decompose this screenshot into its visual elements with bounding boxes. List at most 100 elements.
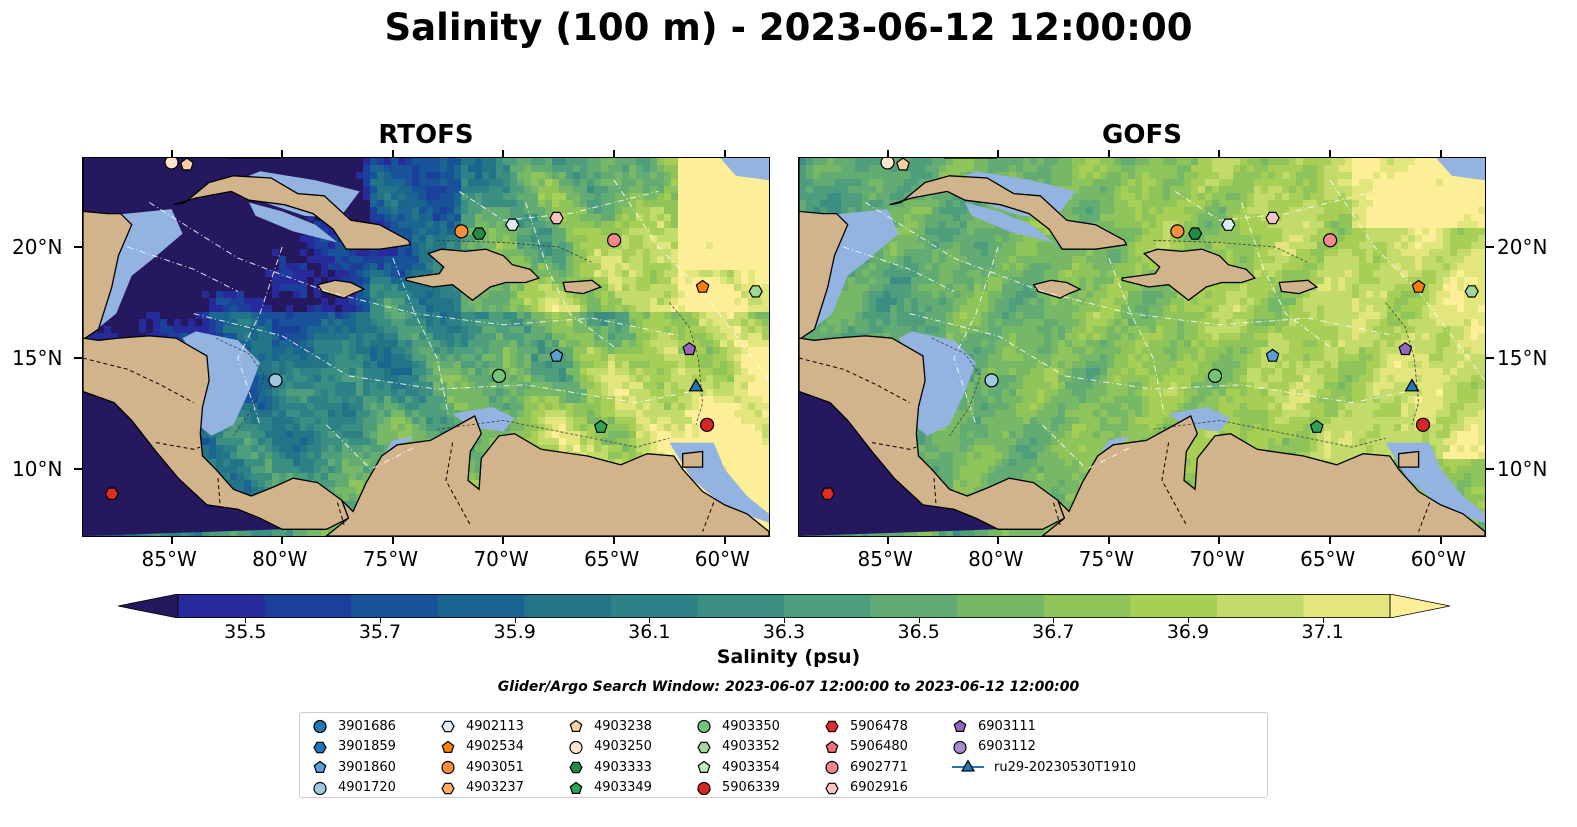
float-marker-6903111 xyxy=(1398,341,1413,356)
pentagon-marker-icon xyxy=(825,740,839,753)
land-cuba xyxy=(889,175,1128,250)
float-marker-4901720 xyxy=(268,373,283,388)
land-cuba xyxy=(173,175,412,250)
legend-item-label: 5906478 xyxy=(850,718,908,734)
legend-item: 4903238 xyxy=(568,716,652,736)
float-marker-4903350 xyxy=(1207,368,1223,384)
legend-item-label: 5906480 xyxy=(850,739,908,754)
colorbar-label: Salinity (psu) xyxy=(716,646,861,668)
colorbar-tick-mark xyxy=(245,618,247,623)
search-window-text: Glider/Argo Search Window: 2023-06-07 12… xyxy=(497,679,1080,695)
country-borders xyxy=(799,357,1431,532)
float-marker-4903352 xyxy=(1464,285,1479,298)
legend-item: 4903350 xyxy=(696,716,780,736)
lat-tick-mark xyxy=(1486,468,1494,471)
legend-item-label: 5906339 xyxy=(722,780,780,795)
legend-item: 4903349 xyxy=(568,778,652,798)
pacific-ocean xyxy=(799,391,999,536)
float-marker-5906339 xyxy=(1415,417,1431,432)
legend-item: 6902916 xyxy=(824,778,908,798)
lon-tick-label: 65°W xyxy=(584,547,640,571)
float-marker-5906478 xyxy=(104,487,119,500)
float-marker-ru29-20230530T1910 xyxy=(1404,378,1420,392)
float-marker-5906339 xyxy=(699,417,715,432)
float-marker-4903333 xyxy=(1187,227,1203,240)
legend-item-label: 6902916 xyxy=(850,780,908,795)
colorbar-segment xyxy=(1043,594,1131,618)
float-marker-4903349 xyxy=(593,419,608,433)
float-marker-6903111 xyxy=(682,341,697,356)
land-hispaniola xyxy=(1121,248,1257,302)
lat-tick-label-right: 10°N xyxy=(1497,457,1548,482)
circle-marker-icon xyxy=(313,719,327,734)
bathymetry-contours xyxy=(931,239,1420,448)
colorbar-segment xyxy=(178,594,266,618)
lat-tick-mark xyxy=(74,468,82,471)
legend-item-label: 4903051 xyxy=(466,759,524,775)
lon-tick-mark xyxy=(502,537,505,544)
lon-tick-mark xyxy=(1107,537,1110,544)
lat-tick-label-left: 15°N xyxy=(12,346,63,371)
colorbar-tick-mark xyxy=(1322,618,1324,623)
legend-item-label: 4903238 xyxy=(594,718,652,734)
colorbar-tick-mark xyxy=(649,618,651,623)
colorbar-tick-mark xyxy=(380,618,381,623)
float-marker-ru29-20230530T1910 xyxy=(688,378,704,392)
lon-tick-mark xyxy=(997,537,1000,544)
lon-tick-mark xyxy=(613,150,616,157)
lon-tick-mark xyxy=(1329,150,1332,157)
lon-tick-mark xyxy=(281,537,284,544)
legend-item-label: 3901686 xyxy=(338,718,396,734)
lon-tick-mark xyxy=(170,537,173,544)
lon-tick-mark xyxy=(391,537,394,544)
float-marker-4903051 xyxy=(1170,224,1185,239)
legend-item: 5906480 xyxy=(824,737,908,757)
legend-item-label: 4903333 xyxy=(594,759,652,775)
lon-tick-mark xyxy=(613,537,616,544)
legend-item-label: 4902113 xyxy=(466,718,524,734)
lat-tick-mark xyxy=(1486,357,1494,360)
legend-item-label: 4902534 xyxy=(466,739,524,754)
circle-marker-icon xyxy=(697,781,711,795)
legend-item-label: ru29-20230530T1910 xyxy=(994,759,1137,775)
float-marker-4903051 xyxy=(454,224,469,239)
colorbar-tick-mark xyxy=(1188,618,1189,623)
legend-item-label: 4903250 xyxy=(594,739,652,754)
lat-tick-mark xyxy=(74,245,82,248)
float-marker-4903250 xyxy=(880,158,895,170)
lon-tick-label: 65°W xyxy=(1300,547,1356,571)
map-panel-gofs xyxy=(798,157,1486,537)
colorbar-tick-label: 36.3 xyxy=(762,621,806,643)
legend-item-label: 6902771 xyxy=(850,759,908,775)
legend-item-label: 6903111 xyxy=(978,718,1036,734)
colorbar-tick-mark xyxy=(514,618,516,623)
land-centralAm xyxy=(799,335,1066,530)
land-southAm xyxy=(1041,414,1485,536)
colorbar-segment xyxy=(437,594,525,618)
legend-item: 4903354 xyxy=(696,757,780,777)
legend-item: 3901686 xyxy=(312,716,396,736)
legend-item: 4903250 xyxy=(568,737,652,757)
colorbar-segment xyxy=(351,594,439,618)
colorbar-tick-label: 36.5 xyxy=(897,621,940,643)
float-marker-4903352 xyxy=(748,285,763,298)
lon-tick-mark xyxy=(1439,537,1442,544)
eez-boundaries xyxy=(127,179,769,470)
land-puertoRico xyxy=(562,279,603,295)
colorbar-tick-label: 37.1 xyxy=(1301,621,1344,643)
pentagon-marker-icon xyxy=(953,719,967,732)
pentagon-marker-icon xyxy=(441,740,455,753)
lon-tick-label: 70°W xyxy=(473,547,529,571)
legend-item: 4903237 xyxy=(440,778,524,798)
land-jamaica xyxy=(1032,279,1082,299)
circle-marker-icon xyxy=(953,740,967,754)
land-puertoRico xyxy=(1278,279,1319,295)
colorbar-tick-mark xyxy=(918,618,920,623)
land-trinidad xyxy=(1398,450,1420,468)
panel-title-gofs: GOFS xyxy=(1102,120,1182,150)
legend-item: 6903112 xyxy=(952,737,1036,757)
lon-tick-label: 70°W xyxy=(1189,547,1245,571)
float-marker-6902771 xyxy=(1322,233,1338,248)
hexagon-marker-icon xyxy=(441,720,455,733)
lon-tick-mark xyxy=(997,150,1000,157)
